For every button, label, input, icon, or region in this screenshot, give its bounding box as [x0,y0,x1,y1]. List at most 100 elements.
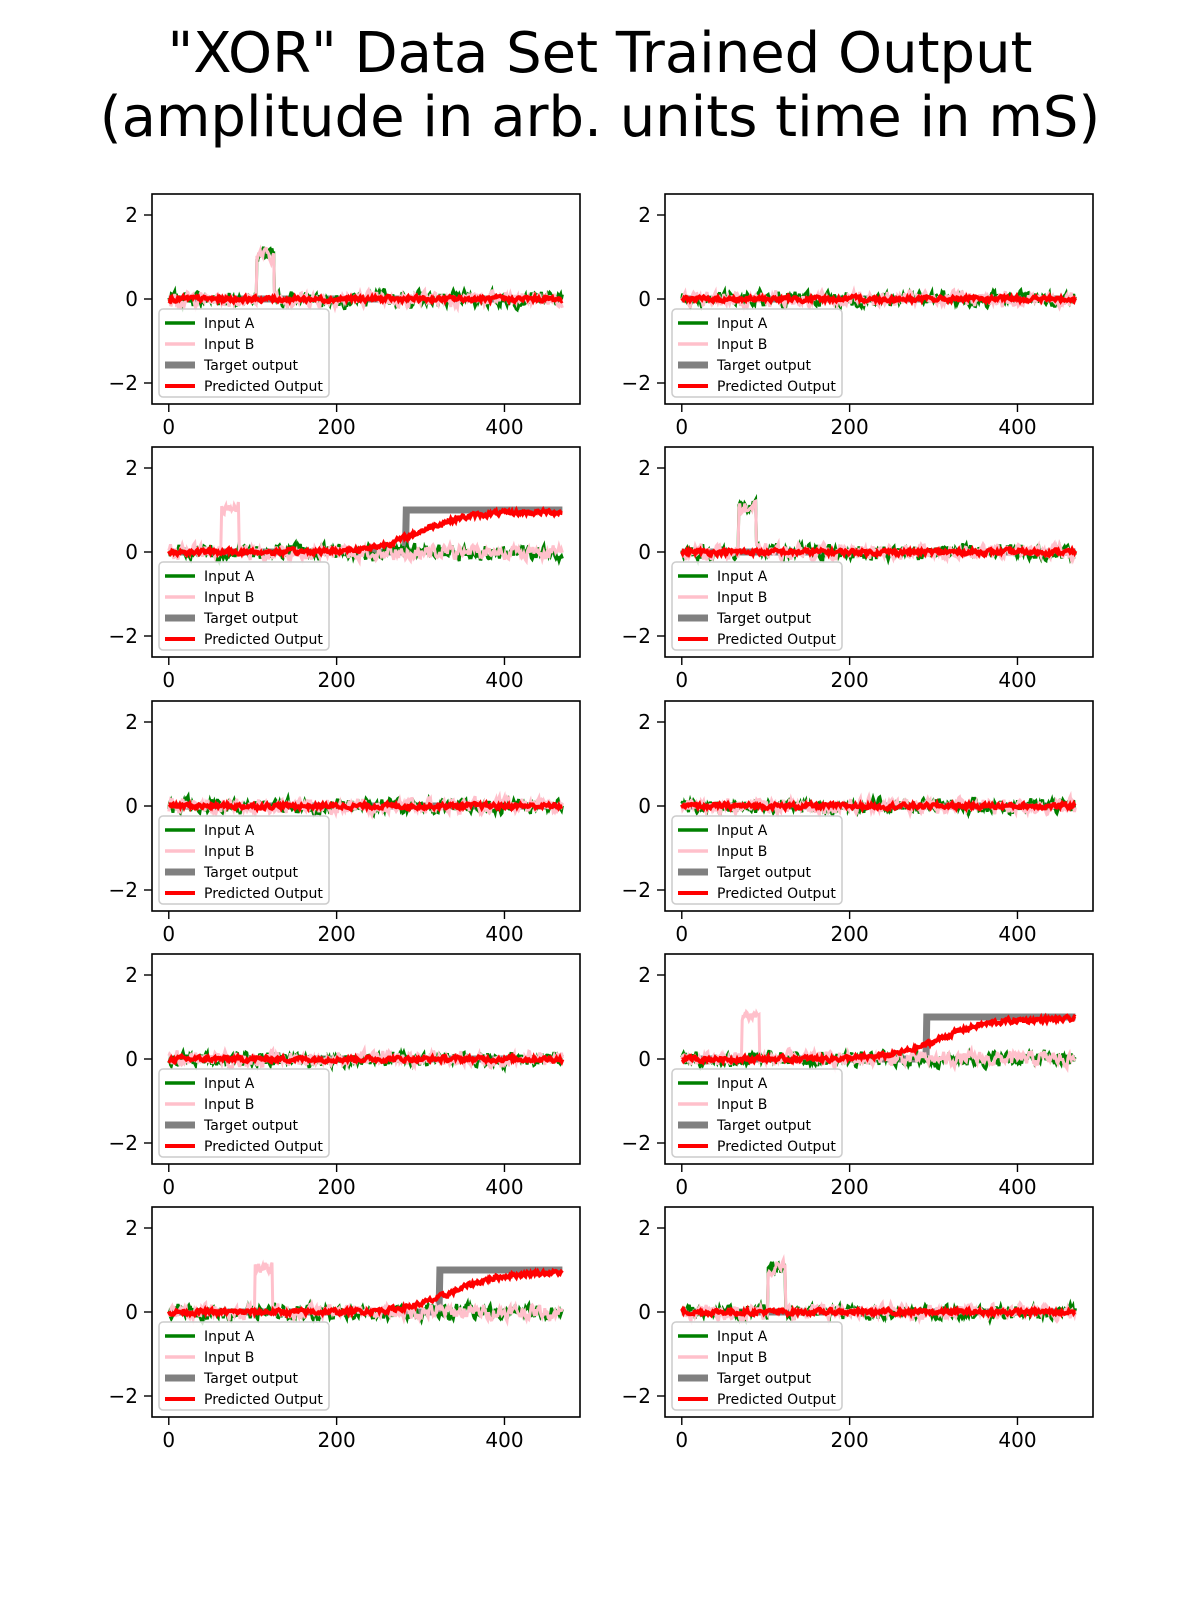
x-tick-label: 200 [318,415,356,439]
y-tick-label: 2 [125,456,138,480]
legend-label: Input B [717,590,767,606]
subplot-r3-c1: −2 0 2 0 200 400 Input A Input B Target output Pr… [109,700,581,946]
x-tick-label: 200 [831,668,869,692]
y-tick-label: −2 [622,371,651,395]
figure-title-line-1: "XOR" Data Set Trained Output [167,21,1033,86]
y-tick-label: −2 [109,878,138,902]
legend-label: Input B [204,1097,254,1113]
legend-label: Input A [204,1076,255,1092]
y-tick-label: −2 [622,624,651,648]
subplot-r4-c2: −2 0 2 0 200 400 Input A Input B Target output Pr… [622,953,1094,1199]
y-tick-label: 0 [125,1300,138,1324]
legend-label: Input A [204,823,255,839]
legend-box [671,561,843,651]
predicted-output-line [167,1051,565,1067]
predicted-output-line [166,1267,564,1320]
legend-box [671,1068,843,1158]
legend-box [158,1068,330,1158]
figure-title-line-2: (amplitude in arb. units time in mS) [99,85,1101,150]
legend-label: Target output [203,611,298,627]
x-tick-label: 0 [675,1428,688,1452]
legend-label: Target output [203,865,298,881]
plot-area [680,285,1078,313]
y-tick-label: 2 [638,1216,651,1240]
subplot-r2-c1: −2 0 2 0 200 400 Input A Input B Target output Pr… [109,446,581,692]
y-tick-label: 0 [638,540,651,564]
predicted-output-line [680,291,1078,307]
y-tick-label: −2 [109,371,138,395]
y-tick-label: −2 [622,1384,651,1408]
legend-label: Input B [204,590,254,606]
y-tick-label: 0 [125,794,138,818]
x-tick-label: 0 [675,668,688,692]
legend-label: Target output [716,1371,811,1387]
y-tick-label: −2 [109,624,138,648]
plot-area [680,493,1078,567]
x-tick-label: 400 [485,1175,523,1199]
legend-label: Predicted Output [204,632,323,648]
figure-title: "XOR" Data Set Trained Output (amplitude… [0,22,1200,150]
legend-box [671,1321,843,1411]
legend-label: Input A [717,1329,768,1345]
input-a-line [680,1046,1077,1072]
x-tick-label: 400 [998,668,1036,692]
plot-area [167,499,564,567]
legend-label: Target output [716,1118,811,1134]
legend-label: Input A [717,569,768,585]
x-tick-label: 400 [485,922,523,946]
legend-label: Predicted Output [204,886,323,902]
predicted-output-line [680,1304,1077,1320]
legend-label: Target output [203,1118,298,1134]
y-tick-label: 2 [125,963,138,987]
plot-area [166,1259,564,1327]
input-a-line [680,792,1077,820]
plot-area [167,244,564,314]
legend-box [158,1321,330,1411]
subplot-r2-c2: −2 0 2 0 200 400 Input A Input B Target output Pr… [622,446,1094,692]
predicted-output-line [680,1012,1077,1067]
y-tick-label: 2 [638,456,651,480]
x-tick-label: 0 [675,415,688,439]
y-tick-label: 0 [125,1047,138,1071]
x-tick-label: 200 [831,1175,869,1199]
legend-label: Predicted Output [717,632,836,648]
x-tick-label: 200 [831,415,869,439]
y-tick-label: 0 [638,794,651,818]
predicted-output-line [680,798,1077,814]
legend-label: Input B [717,1097,767,1113]
predicted-output-line [167,291,564,307]
y-tick-label: 2 [125,710,138,734]
x-tick-label: 400 [998,1428,1036,1452]
input-a-line [680,285,1077,312]
y-tick-label: 2 [638,710,651,734]
legend-label: Predicted Output [717,1392,836,1408]
subplot-r3-c2: −2 0 2 0 200 400 Input A Input B Target output Pr… [622,700,1094,946]
legend-label: Input A [204,316,255,332]
y-tick-label: −2 [622,1131,651,1155]
legend-label: Input B [717,1350,767,1366]
predicted-output-line [167,798,564,814]
input-b-line [681,499,1077,565]
y-tick-label: 0 [125,540,138,564]
x-tick-label: 0 [162,668,175,692]
plot-area [680,1254,1077,1326]
legend-box [158,308,330,398]
x-tick-label: 0 [675,922,688,946]
x-tick-label: 200 [831,922,869,946]
legend-label: Target output [716,611,811,627]
legend-label: Input A [204,1329,255,1345]
plot-area [167,1044,565,1074]
y-tick-label: 0 [125,287,138,311]
subplot-r5-c2: −2 0 2 0 200 400 Input A Input B Target output Pr… [622,1206,1094,1452]
legend-label: Predicted Output [204,379,323,395]
x-tick-label: 0 [162,415,175,439]
y-tick-label: 2 [125,203,138,227]
x-tick-label: 200 [318,1175,356,1199]
subplot-r4-c1: −2 0 2 0 200 400 Input A Input B Target output Pr… [109,953,581,1199]
legend-label: Target output [203,1371,298,1387]
x-tick-label: 400 [485,1428,523,1452]
legend-label: Target output [716,358,811,374]
y-tick-label: 2 [638,203,651,227]
plot-area [680,790,1077,821]
